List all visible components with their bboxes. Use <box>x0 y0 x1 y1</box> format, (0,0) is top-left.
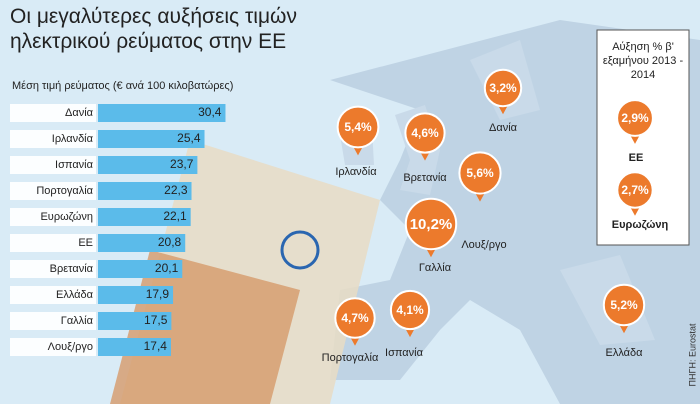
pin <box>336 105 380 149</box>
chart-title: Οι μεγαλύτερες αυξήσεις τιμών ηλεκτρικού… <box>10 5 297 53</box>
value-label: 30,4 <box>198 105 222 119</box>
value-label: 22,1 <box>163 209 187 223</box>
value-label: 25,4 <box>177 131 201 145</box>
pin-value: 4,1% <box>396 303 424 317</box>
category-label: Δανία <box>65 107 94 119</box>
pin <box>334 297 376 339</box>
pin <box>404 112 446 154</box>
country-label: Ευρωζώνη <box>612 219 669 231</box>
category-label: ΕΕ <box>78 237 93 249</box>
label-box <box>10 234 96 252</box>
country-label: Ιρλανδία <box>335 166 377 178</box>
bar <box>98 104 226 122</box>
country-label: Πορτογαλία <box>322 352 379 364</box>
pin <box>404 197 458 251</box>
category-label: Βρετανία <box>50 263 94 275</box>
bar <box>98 208 191 226</box>
label-box <box>10 104 96 122</box>
bar <box>98 338 171 356</box>
label-box <box>10 182 96 200</box>
country-label: Βρετανία <box>403 172 447 184</box>
legend-title: Αύξηση % β' εξαμήνου 2013 - 2014 <box>602 41 684 81</box>
category-label: Λουξ/ργο <box>48 341 93 353</box>
label-box <box>10 286 96 304</box>
bar <box>98 312 172 330</box>
bar <box>98 234 186 252</box>
pin-value: 2,7% <box>621 183 649 197</box>
category-label: Ελλάδα <box>56 289 94 301</box>
pin-value: 10,2% <box>410 216 453 233</box>
value-label: 17,5 <box>144 313 168 327</box>
bar <box>98 182 192 200</box>
country-label: ΕΕ <box>629 152 644 164</box>
value-label: 20,1 <box>155 261 179 275</box>
pin-value: 5,2% <box>610 298 638 312</box>
pin <box>616 171 654 209</box>
category-label: Ιρλανδία <box>52 133 94 145</box>
pin <box>602 283 646 327</box>
country-label: Δανία <box>489 122 518 134</box>
value-label: 17,9 <box>146 287 170 301</box>
pin-value: 2,9% <box>621 111 649 125</box>
pin <box>389 289 431 331</box>
source: ΠΗΓΗ: Eurostat <box>687 323 697 386</box>
category-label: Γαλλία <box>61 315 94 327</box>
pin <box>458 151 502 195</box>
category-label: Ισπανία <box>55 159 94 171</box>
pin <box>483 68 523 108</box>
pin-value: 5,4% <box>344 120 372 134</box>
value-label: 20,8 <box>158 235 182 249</box>
label-box <box>10 338 96 356</box>
country-label: Ελλάδα <box>605 347 643 359</box>
bar <box>98 156 198 174</box>
chart-subtitle: Μέση τιμή ρεύματος (€ ανά 100 κιλοβατώρε… <box>12 80 234 92</box>
pin-value: 3,2% <box>489 81 517 95</box>
pin-value: 4,7% <box>341 311 369 325</box>
value-label: 23,7 <box>170 157 194 171</box>
category-label: Πορτογαλία <box>36 185 93 197</box>
country-label: Ισπανία <box>385 347 424 359</box>
label-box <box>10 312 96 330</box>
label-box <box>10 260 96 278</box>
country-label: Λουξ/ργο <box>461 239 506 251</box>
bar <box>98 260 183 278</box>
bar <box>98 286 174 304</box>
pin-value: 5,6% <box>466 166 494 180</box>
label-box <box>10 156 96 174</box>
pin-value: 4,6% <box>411 126 439 140</box>
label-box <box>10 130 96 148</box>
value-label: 22,3 <box>164 183 188 197</box>
label-box <box>10 208 96 226</box>
value-label: 17,4 <box>144 339 168 353</box>
category-label: Ευρωζώνη <box>40 211 93 223</box>
pin <box>616 99 654 137</box>
country-label: Γαλλία <box>419 262 452 274</box>
bar <box>98 130 205 148</box>
